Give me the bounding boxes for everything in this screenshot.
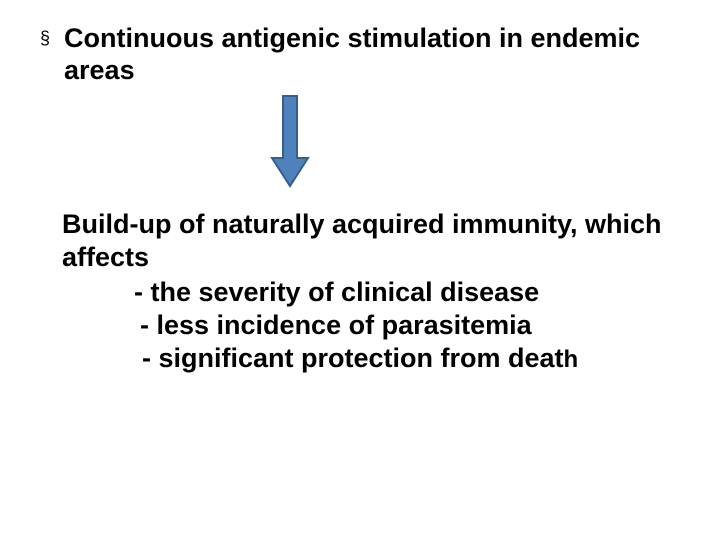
sub-list: - the severity of clinical disease - les…: [62, 276, 672, 376]
bullet-text: Continuous antigenic stimulation in ende…: [64, 22, 680, 86]
slide: § Continuous antigenic stimulation in en…: [0, 0, 720, 540]
bullet-marker: §: [40, 22, 50, 54]
sub-item-1: - the severity of clinical disease: [62, 276, 672, 309]
sub-item-2: - less incidence of parasitemia: [62, 309, 672, 342]
sub-item-3-trail: h: [564, 346, 579, 373]
sub-item-3-main: - significant protection from deat: [142, 343, 564, 373]
sub-item-3: - significant protection from death: [62, 342, 672, 376]
down-arrow-icon: [270, 94, 310, 189]
arrow-shape: [272, 96, 308, 186]
body-lead: Build-up of naturally acquired immunity,…: [62, 208, 672, 274]
bullet-row: § Continuous antigenic stimulation in en…: [40, 22, 680, 86]
body-block: Build-up of naturally acquired immunity,…: [62, 208, 672, 376]
